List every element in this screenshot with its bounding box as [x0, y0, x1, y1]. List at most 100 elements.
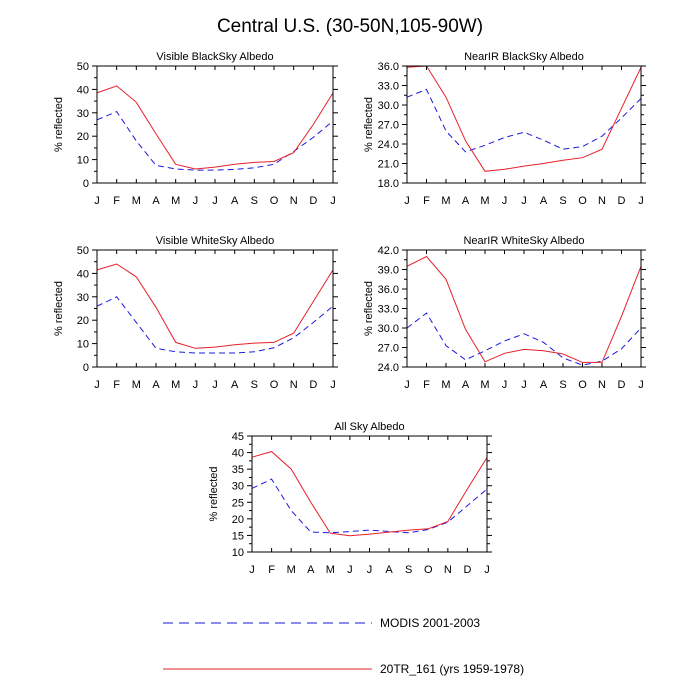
all-sky-albedo-xtick-label: F: [268, 564, 275, 576]
nearir-blacksky-albedo-model-line: [406, 65, 642, 172]
all-sky-albedo-xtick-label: S: [405, 564, 412, 576]
visible-blacksky-albedo-xtick-label: J: [212, 195, 218, 207]
nearir-blacksky-albedo-ytick-label: 24.0: [378, 139, 399, 151]
nearir-whitesky-albedo-ytick-label: 24.0: [378, 362, 399, 374]
visible-blacksky-albedo-ylabel: % reflected: [53, 97, 65, 152]
nearir-whitesky-albedo-xtick-label: O: [578, 379, 587, 391]
nearir-whitesky-albedo-ytick-label: 30.0: [378, 323, 399, 335]
all-sky-albedo-xtick-label: D: [463, 564, 471, 576]
visible-blacksky-albedo-xtick-label: J: [193, 195, 199, 207]
legend: MODIS 2001-2003 20TR_161 (yrs 1959-1978): [163, 616, 524, 676]
nearir-whitesky-albedo-xtick-label: M: [480, 379, 489, 391]
visible-whitesky-albedo-title: Visible WhiteSky Albedo: [156, 235, 274, 247]
all-sky-albedo-xtick-label: M: [287, 564, 296, 576]
nearir-whitesky-albedo-title: NearIR WhiteSky Albedo: [463, 235, 584, 247]
visible-blacksky-albedo-ytick-label: 30: [77, 108, 89, 120]
all-sky-albedo-ytick-label: 35: [232, 464, 244, 476]
visible-whitesky-albedo-xtick-label: M: [171, 379, 180, 391]
visible-whitesky-albedo-xtick-label: A: [152, 379, 160, 391]
visible-whitesky-albedo-xtick-label: J: [330, 379, 336, 391]
visible-whitesky-albedo-model-line: [96, 263, 334, 349]
nearir-whitesky-albedo-ytick-label: 39.0: [378, 265, 399, 277]
nearir-whitesky-albedo-ytick-label: 42.0: [378, 245, 399, 257]
nearir-blacksky-albedo-xtick-label: J: [521, 195, 527, 207]
visible-whitesky-albedo-ytick-label: 20: [77, 315, 89, 327]
visible-whitesky-albedo-xtick-label: J: [212, 379, 218, 391]
nearir-whitesky-albedo-xtick-label: J: [404, 379, 410, 391]
nearir-blacksky-albedo-ytick-label: 18.0: [378, 178, 399, 190]
all-sky-albedo-xtick-label: A: [307, 564, 315, 576]
nearir-blacksky-albedo-xtick-label: N: [598, 195, 606, 207]
nearir-blacksky-albedo-ytick-label: 21.0: [378, 159, 399, 171]
nearir-blacksky-albedo-xtick-label: J: [404, 195, 410, 207]
visible-blacksky-albedo-xtick-label: O: [270, 195, 279, 207]
nearir-blacksky-albedo-xtick-label: M: [480, 195, 489, 207]
legend-model-label: 20TR_161 (yrs 1959-1978): [380, 662, 524, 676]
visible-whitesky-albedo-ytick-label: 50: [77, 245, 89, 257]
visible-blacksky-albedo-ytick-label: 40: [77, 84, 89, 96]
all-sky-albedo-ytick-label: 10: [232, 547, 244, 559]
nearir-blacksky-albedo-modis-line: [406, 88, 642, 153]
visible-whitesky-albedo-xtick-label: S: [251, 379, 258, 391]
nearir-blacksky-albedo-xtick-label: J: [638, 195, 644, 207]
nearir-whitesky-albedo-xtick-label: J: [638, 379, 644, 391]
nearir-blacksky-albedo-title: NearIR BlackSky Albedo: [464, 51, 584, 63]
visible-blacksky-albedo-ytick-label: 0: [83, 178, 89, 190]
nearir-blacksky-albedo-ytick-label: 36.0: [378, 61, 399, 73]
nearir-whitesky-albedo-xtick-label: N: [598, 379, 606, 391]
visible-whitesky-albedo-xtick-label: A: [231, 379, 239, 391]
visible-whitesky-albedo-xtick-label: F: [113, 379, 120, 391]
nearir-whitesky-albedo-xtick-label: S: [559, 379, 566, 391]
all-sky-albedo-ylabel: % reflected: [208, 466, 220, 521]
nearir-blacksky-albedo-xtick-label: M: [441, 195, 450, 207]
figure-title: Central U.S. (30-50N,105-90W): [217, 16, 483, 37]
visible-blacksky-albedo-xtick-label: J: [94, 195, 100, 207]
visible-whitesky-albedo-ytick-label: 30: [77, 292, 89, 304]
visible-blacksky-albedo-ytick-label: 50: [77, 61, 89, 73]
all-sky-albedo-model-line: [251, 451, 488, 537]
nearir-whitesky-albedo-modis-line: [406, 312, 642, 366]
nearir-whitesky-albedo-xtick-label: D: [618, 379, 626, 391]
nearir-blacksky-albedo-xtick-label: S: [559, 195, 566, 207]
all-sky-albedo-modis-line: [251, 478, 488, 534]
visible-whitesky-albedo-xtick-label: J: [94, 379, 100, 391]
all-sky-albedo-ytick-label: 30: [232, 481, 244, 493]
nearir-blacksky-albedo-ytick-label: 30.0: [378, 100, 399, 112]
nearir-whitesky-albedo-ytick-label: 27.0: [378, 343, 399, 355]
all-sky-albedo-xtick-label: J: [484, 564, 490, 576]
nearir-blacksky-albedo-xtick-label: A: [462, 195, 470, 207]
nearir-blacksky-albedo-ytick-label: 33.0: [378, 81, 399, 93]
visible-blacksky-albedo-xtick-label: D: [309, 195, 317, 207]
all-sky-albedo-xtick-label: N: [444, 564, 452, 576]
visible-blacksky-albedo-xtick-label: M: [171, 195, 180, 207]
visible-whitesky-albedo-xtick-label: N: [290, 379, 298, 391]
all-sky-albedo-xtick-label: J: [249, 564, 255, 576]
visible-whitesky-albedo-xtick-label: O: [270, 379, 279, 391]
all-sky-albedo-ytick-label: 15: [232, 530, 244, 542]
visible-blacksky-albedo-xtick-label: A: [152, 195, 160, 207]
nearir-whitesky-albedo-ytick-label: 33.0: [378, 304, 399, 316]
visible-blacksky-albedo-xtick-label: F: [113, 195, 120, 207]
nearir-blacksky-albedo-xtick-label: J: [502, 195, 508, 207]
visible-whitesky-albedo-ytick-label: 40: [77, 268, 89, 280]
nearir-whitesky-albedo-xtick-label: A: [540, 379, 548, 391]
visible-whitesky-albedo-xtick-label: J: [193, 379, 199, 391]
nearir-blacksky-albedo-ylabel: % reflected: [363, 97, 375, 152]
nearir-blacksky-albedo-frame: [406, 65, 642, 184]
nearir-whitesky-albedo-xtick-label: J: [521, 379, 527, 391]
nearir-blacksky-albedo-ytick-label: 27.0: [378, 120, 399, 132]
nearir-whitesky-albedo-xtick-label: F: [423, 379, 430, 391]
all-sky-albedo-xtick-label: J: [347, 564, 353, 576]
nearir-blacksky-albedo-xtick-label: D: [618, 195, 626, 207]
visible-whitesky-albedo-ytick-label: 0: [83, 362, 89, 374]
all-sky-albedo-xtick-label: A: [385, 564, 393, 576]
visible-blacksky-albedo-ytick-label: 10: [77, 155, 89, 167]
nearir-blacksky-albedo-xtick-label: O: [578, 195, 587, 207]
